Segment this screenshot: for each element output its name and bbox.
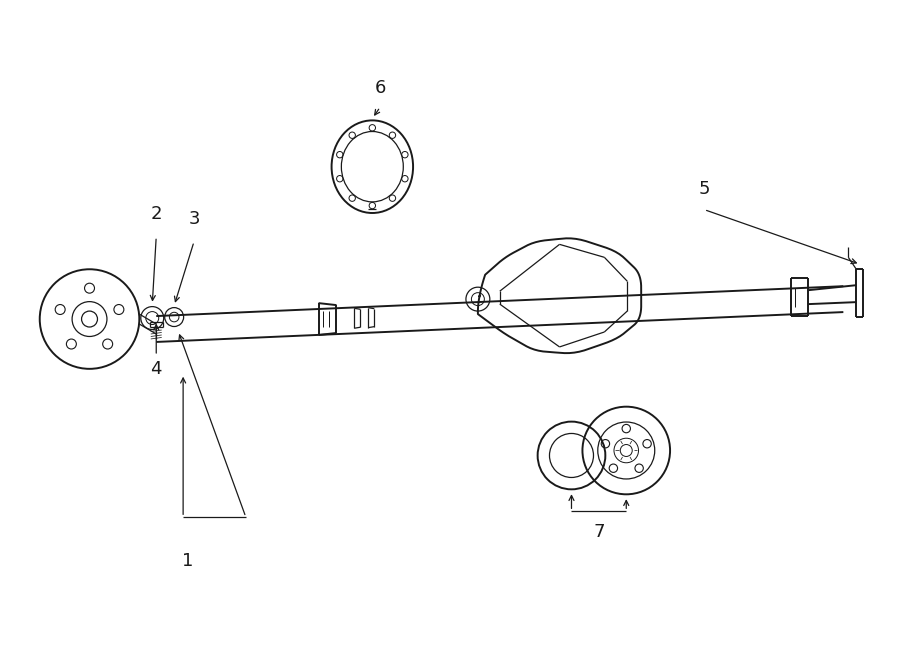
Text: 4: 4 <box>150 360 162 378</box>
Text: 2: 2 <box>150 206 162 223</box>
Text: 5: 5 <box>698 180 710 198</box>
Text: 7: 7 <box>593 524 605 541</box>
Text: 6: 6 <box>374 79 386 97</box>
Text: 1: 1 <box>183 552 194 570</box>
Text: 3: 3 <box>188 210 200 229</box>
